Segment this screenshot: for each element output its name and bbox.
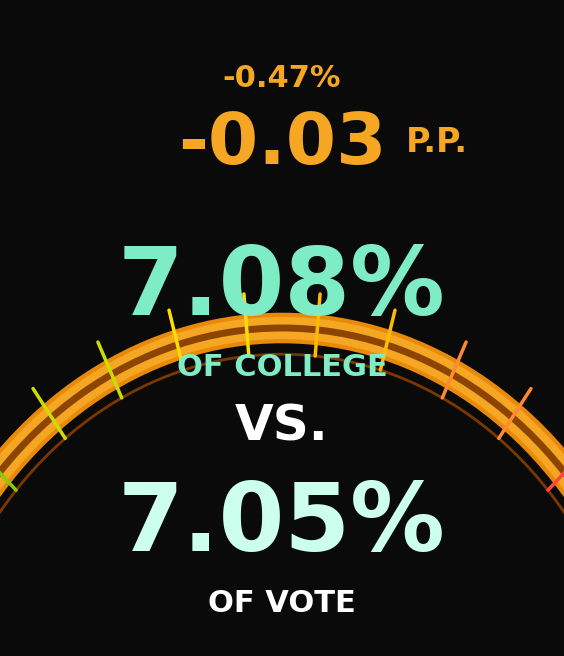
Text: 7.08%: 7.08% — [118, 243, 446, 335]
Text: VS.: VS. — [235, 402, 329, 451]
Text: -0.47%: -0.47% — [223, 64, 341, 93]
Text: -0.03: -0.03 — [178, 110, 386, 179]
Text: OF VOTE: OF VOTE — [208, 589, 356, 618]
Text: OF COLLEGE: OF COLLEGE — [177, 353, 387, 382]
Text: P.P.: P.P. — [406, 126, 468, 159]
Text: 7.05%: 7.05% — [118, 479, 446, 571]
